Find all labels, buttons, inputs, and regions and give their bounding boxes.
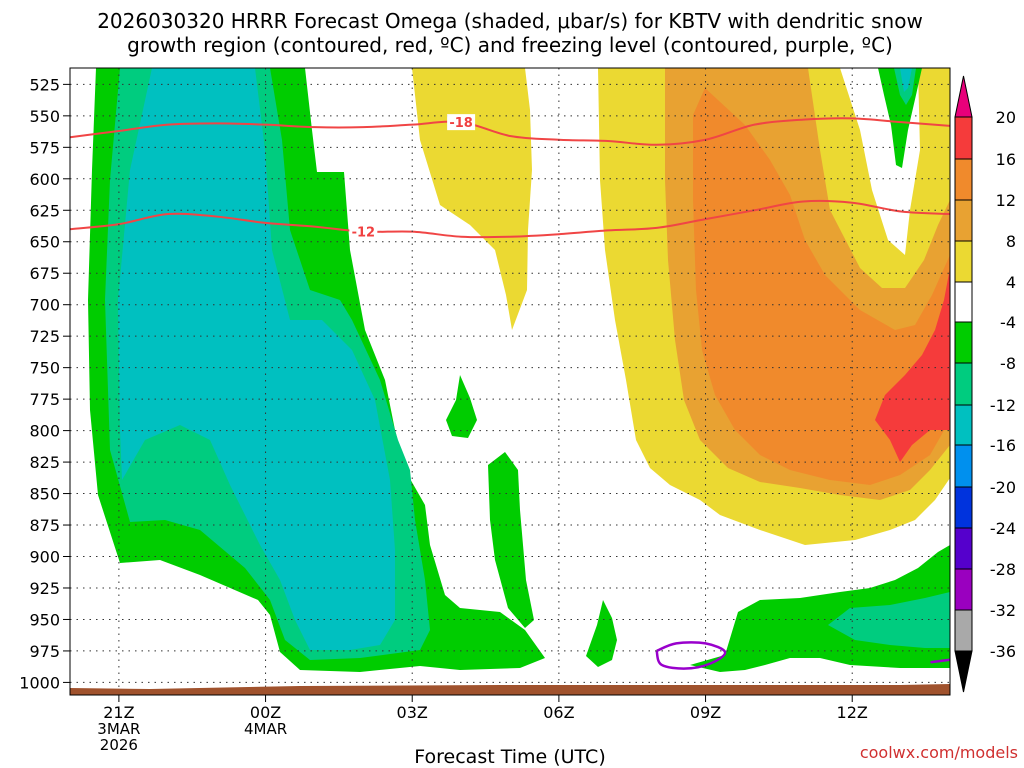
contour-labels: -18 -12 — [349, 114, 476, 241]
colorbar-tick-label: 4 — [1006, 273, 1016, 292]
colorbar-tick-label: 8 — [1006, 232, 1016, 251]
colorbar-tick-label: -32 — [990, 601, 1016, 620]
chart-title-line1: 2026030320 HRRR Forecast Omega (shaded, … — [97, 9, 923, 33]
x-tick-label: 12Z — [837, 703, 868, 722]
y-tick-label: 550 — [29, 107, 60, 126]
y-tick-label: 1000 — [19, 673, 60, 692]
colorbar-band-neg20-neg16 — [954, 444, 973, 488]
colorbar-band-12-16 — [954, 158, 973, 201]
dgz-contour-label: -12 — [352, 226, 376, 241]
colorbar-band-neg32-neg28 — [954, 568, 973, 611]
omega-region-green-blob-1 — [446, 375, 477, 438]
y-tick-label: 725 — [29, 327, 60, 346]
dgz-label-bg — [447, 114, 476, 131]
y-tick-label: 800 — [29, 422, 60, 441]
colorbar-band-4-8 — [954, 240, 973, 283]
dgz-label-bg — [349, 223, 378, 240]
colorbar: 20 16 12 8 4 -4 -8 -12 -16 -20 -24 -28 -32 -36 — [954, 75, 1016, 693]
omega-region-red — [875, 268, 950, 462]
colorbar-band-16-20 — [954, 116, 973, 160]
plot-frame — [69, 67, 951, 696]
y-tick-label: 875 — [29, 516, 60, 535]
freezing-level-line — [930, 658, 950, 664]
omega-region-green-blob-3 — [586, 600, 617, 667]
omega-region-teal-lower-right — [828, 592, 950, 648]
x-tick-label: 06Z — [543, 703, 574, 722]
colorbar-band-neg28-neg24 — [954, 527, 973, 570]
y-tick-label: 525 — [29, 75, 60, 94]
colorbar-bottom-arrow — [954, 650, 973, 693]
dgz-contours — [70, 117, 950, 239]
colorbar-tick-label: -20 — [990, 478, 1016, 497]
y-tick-label: 900 — [29, 548, 60, 567]
x-tick-label: 03Z — [397, 703, 428, 722]
colorbar-tick-label: 16 — [996, 150, 1016, 169]
colorbar-band-neg4-4 — [954, 281, 973, 323]
x-tick-label: 2026 — [100, 736, 138, 754]
colorbar-tick-label: -12 — [990, 396, 1016, 415]
dgz-contour-label: -18 — [449, 116, 473, 131]
x-tick-label: 09Z — [690, 703, 721, 722]
omega-shading — [70, 68, 950, 695]
y-tick-label: 775 — [29, 390, 60, 409]
y-tick-label: 700 — [29, 296, 60, 315]
y-tick-label: 675 — [29, 264, 60, 283]
colorbar-band-neg12-neg8 — [954, 362, 973, 406]
x-tick-label: 4MAR — [244, 720, 287, 738]
x-tick-label: 00Z — [250, 703, 281, 722]
y-tick-label: 825 — [29, 453, 60, 472]
y-tick-label: 975 — [29, 642, 60, 661]
y-tick-label: 750 — [29, 359, 60, 378]
omega-region-orange — [693, 88, 950, 485]
dgz-contour-line — [70, 117, 950, 146]
terrain-ground — [70, 684, 950, 695]
omega-region-green-blob-2 — [488, 452, 534, 628]
y-axis: 525 550 575 600 625 650 675 700 725 750 775 800 825 8… — [19, 75, 70, 692]
colorbar-tick-label: 20 — [996, 108, 1016, 127]
colorbar-top-arrow — [954, 75, 973, 118]
y-tick-label: 950 — [29, 610, 60, 629]
chart-title-line2: growth region (contoured, red, ºC) and f… — [127, 33, 893, 57]
x-tick-label: 21Z — [103, 703, 134, 722]
colorbar-tick-label: -4 — [1000, 313, 1016, 332]
colorbar-band-neg36-neg32 — [954, 609, 973, 652]
y-tick-label: 925 — [29, 579, 60, 598]
y-tick-label: 850 — [29, 485, 60, 504]
colorbar-band-neg24-neg20 — [954, 486, 973, 529]
colorbar-tick-label: -36 — [990, 642, 1016, 661]
colorbar-band-neg8-neg4 — [954, 321, 973, 364]
y-tick-label: 575 — [29, 138, 60, 157]
x-axis-label: Forecast Time (UTC) — [414, 746, 605, 768]
y-tick-label: 650 — [29, 233, 60, 252]
freezing-level-line — [655, 641, 727, 670]
colorbar-tick-label: -28 — [990, 560, 1016, 579]
colorbar-tick-label: -24 — [990, 519, 1016, 538]
colorbar-tick-label: -16 — [990, 436, 1016, 455]
x-tick-label: 3MAR — [97, 720, 140, 738]
y-tick-label: 600 — [29, 170, 60, 189]
y-tick-label: 625 — [29, 201, 60, 220]
omega-region-cyan-upper-right — [900, 68, 912, 92]
dgz-contour-line — [70, 199, 950, 239]
colorbar-band-neg16-neg12 — [954, 404, 973, 446]
grid-lines — [70, 68, 950, 695]
colorbar-band-8-12 — [954, 199, 973, 242]
credit-text: coolwx.com/models — [860, 743, 1018, 762]
colorbar-tick-label: 12 — [996, 191, 1016, 210]
colorbar-tick-label: -8 — [1000, 354, 1016, 373]
